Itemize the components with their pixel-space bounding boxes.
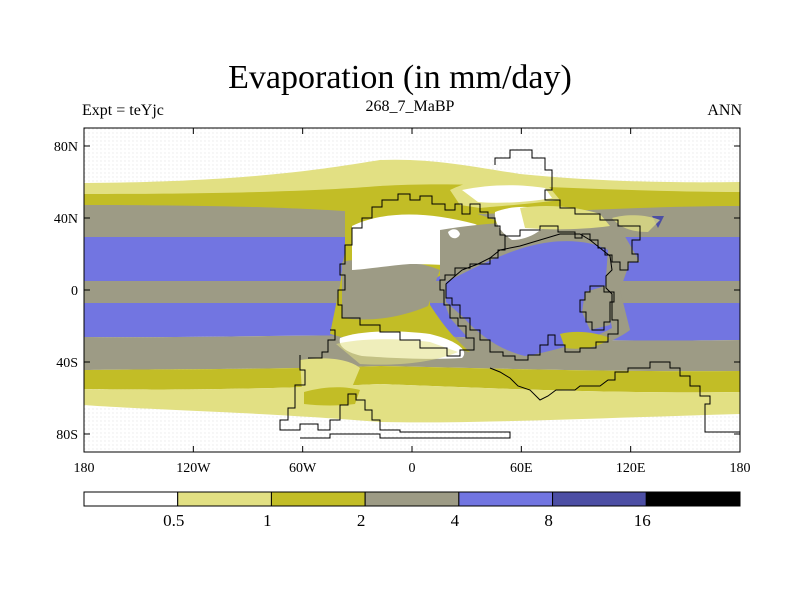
- map-plot-area: [84, 128, 740, 452]
- coast-east-south: [445, 233, 619, 361]
- x-tick-label: 180: [74, 461, 95, 476]
- colorbar-label: 1: [263, 511, 272, 530]
- x-tick-label: 180: [730, 461, 751, 476]
- colorbar-label: 0.5: [163, 511, 184, 530]
- coast-west-continent: [337, 193, 506, 357]
- x-tick-label: 120E: [616, 461, 646, 476]
- x-tick-label: 60E: [510, 461, 533, 476]
- x-tick-label: 0: [409, 461, 416, 476]
- season-label: ANN: [707, 102, 742, 119]
- land-west-pale-south: [336, 339, 458, 365]
- y-tick-label: 0: [71, 284, 78, 299]
- colorbar: 0.5 1 2 4 8 16: [83, 491, 741, 530]
- colorbar-label: 8: [544, 511, 553, 530]
- coast-south-east: [489, 361, 740, 433]
- coast-west-upper: [308, 329, 336, 359]
- land-east-pale-mid: [520, 206, 610, 230]
- y-tick-label: 80N: [54, 140, 78, 155]
- colorbar-box-gray: [364, 491, 460, 507]
- colorbar-box-white: [83, 491, 179, 507]
- land-south-pale-strip: [300, 358, 360, 395]
- colorbar-box-black: [645, 491, 741, 507]
- map-title: Evaporation (in mm/day): [228, 59, 572, 96]
- x-tick-label: 120W: [176, 461, 211, 476]
- colorbar-box-dark-blue: [552, 491, 647, 507]
- land-east-blue: [446, 241, 612, 356]
- land-fields: [300, 175, 664, 406]
- y-tick-label: 40S: [56, 356, 78, 371]
- land-east-olive-patch: [560, 331, 610, 349]
- land-west-gray: [342, 258, 440, 320]
- colorbar-box-olive: [270, 491, 366, 507]
- experiment-label: Expt = teYjc: [82, 102, 164, 119]
- colorbar-label: 4: [451, 511, 460, 530]
- colorbar-label: 2: [357, 511, 366, 530]
- land-east-white-north: [462, 185, 552, 203]
- colorbar-box-pale-yellow: [177, 491, 272, 507]
- coastlines: [279, 149, 740, 439]
- band-olive-south: [84, 366, 740, 393]
- band-pale-yellow-south: [84, 384, 740, 423]
- coast-east-island: [579, 285, 615, 331]
- coast-east-continent: [494, 149, 641, 271]
- time-slice-label: 268_7_MaBP: [365, 98, 455, 115]
- land-east-pale-rim: [612, 215, 660, 232]
- coast-southern-margin: [279, 355, 511, 439]
- y-tick-label: 80S: [56, 428, 78, 443]
- colorbar-box-blue: [458, 491, 554, 507]
- land-south-olive-strip: [304, 387, 360, 406]
- y-tick-label: 40N: [54, 212, 78, 227]
- land-east-white-small: [448, 229, 460, 239]
- land-east-gray-patch: [582, 286, 615, 330]
- axis-ticks: 80N 40N 0 40S 80S 180 120W 60W 0 60E 120E 180: [54, 128, 751, 476]
- colorbar-label: 16: [634, 511, 651, 530]
- x-tick-label: 60W: [289, 461, 317, 476]
